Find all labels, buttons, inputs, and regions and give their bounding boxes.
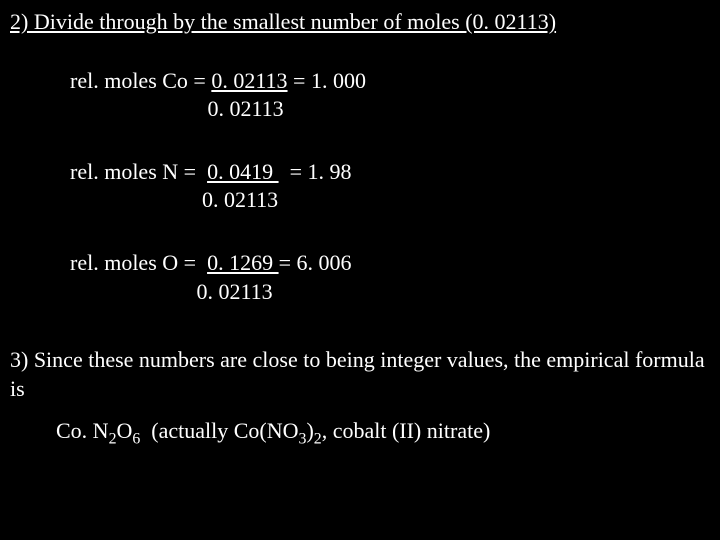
formula-p3: (actually Co(NO [140,418,298,443]
formula-s4: 2 [314,431,322,448]
empirical-formula: Co. N2O6 (actually Co(NO3)2, cobalt (II)… [56,417,710,450]
calc-n-line1: rel. moles N = 0. 0419 = 1. 98 [70,158,710,187]
step-2-heading: 2) Divide through by the smallest number… [10,8,710,37]
calc-n-num: 0. 0419 [207,159,279,184]
calc-o-pre: rel. moles O = [70,250,207,275]
calc-co-post: = 1. 000 [288,68,366,93]
calc-n-pre: rel. moles N = [70,159,207,184]
calc-co: rel. moles Co = 0. 02113 = 1. 000 0. 021… [70,67,710,124]
slide-content: 2) Divide through by the smallest number… [0,0,720,458]
calc-n: rel. moles N = 0. 0419 = 1. 98 0. 02113 [70,158,710,215]
step-3-text: 3) Since these numbers are close to bein… [10,346,710,403]
calc-o-line1: rel. moles O = 0. 1269 = 6. 006 [70,249,710,278]
calc-co-num: 0. 02113 [211,68,287,93]
calc-co-line1: rel. moles Co = 0. 02113 = 1. 000 [70,67,710,96]
formula-p4: ) [306,418,313,443]
calc-o-post: = 6. 006 [279,250,352,275]
calc-co-line2: 0. 02113 [70,95,710,124]
formula-p1: Co. N [56,418,109,443]
formula-p2: O [116,418,132,443]
formula-p5: , cobalt (II) nitrate) [322,418,491,443]
calc-n-line2: 0. 02113 [70,186,710,215]
calc-o: rel. moles O = 0. 1269 = 6. 006 0. 02113 [70,249,710,306]
calc-o-line2: 0. 02113 [70,278,710,307]
calc-o-num: 0. 1269 [207,250,279,275]
calc-co-pre: rel. moles Co = [70,68,211,93]
calc-n-post: = 1. 98 [279,159,352,184]
